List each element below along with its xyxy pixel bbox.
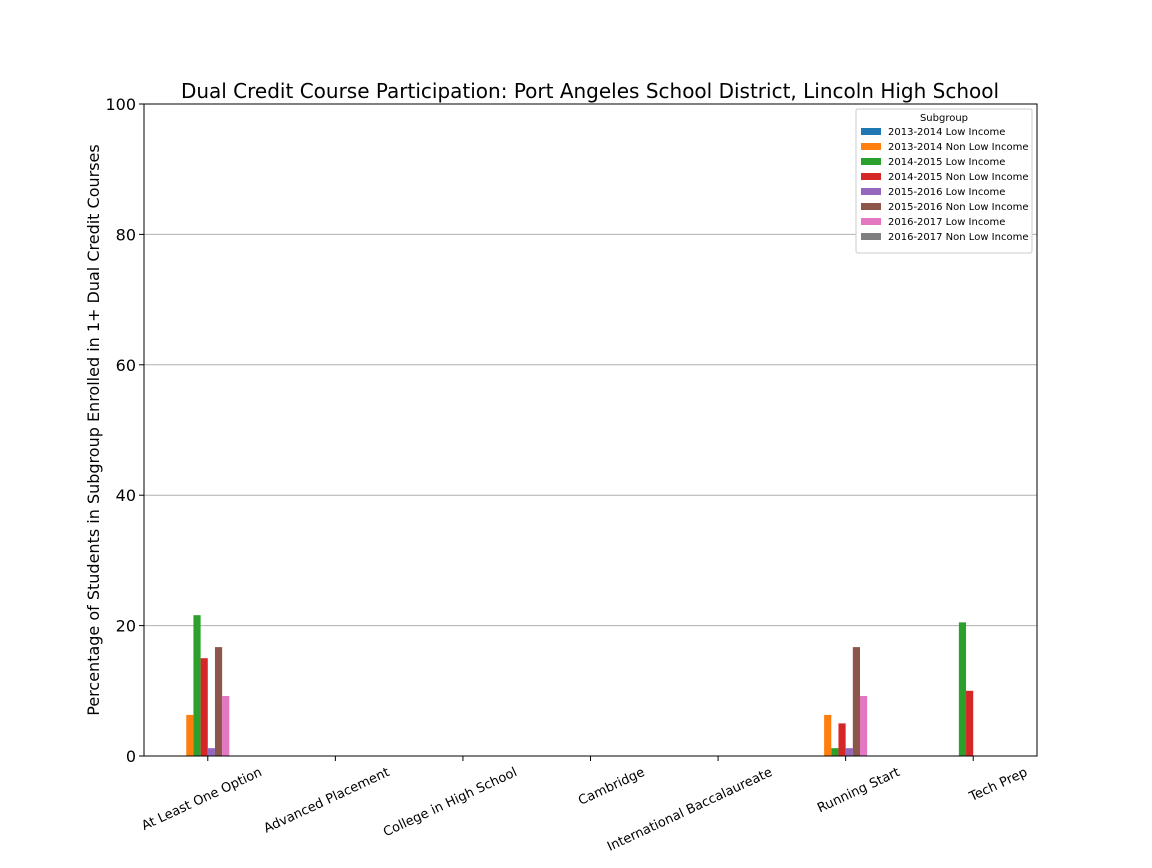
legend: Subgroup 2013-2014 Low Income 2013-2014 No…: [855, 108, 1033, 254]
gridlines: [144, 233, 1037, 627]
legend-label: 2013-2014 Non Low Income: [888, 142, 1028, 153]
bar: [193, 615, 201, 756]
legend-frame: [855, 108, 1033, 254]
x-tick-label: Tech Prep: [966, 765, 1030, 805]
x-tick-label: Running Start: [815, 765, 902, 816]
y-tick-label: 0: [126, 747, 136, 766]
legend-swatch: [861, 143, 881, 150]
bar: [824, 714, 832, 756]
chart-title: Dual Credit Course Participation: Port A…: [181, 79, 999, 103]
x-tick-label: College in High School: [381, 765, 519, 840]
bar: [958, 622, 967, 756]
bar: [222, 696, 230, 756]
legend-label: 2016-2017 Non Low Income: [888, 232, 1028, 243]
legend-swatch: [861, 188, 881, 195]
bar: [214, 647, 223, 756]
y-tick-label: 80: [116, 225, 136, 244]
legend-label: 2014-2015 Non Low Income: [888, 172, 1028, 183]
bars: [186, 615, 974, 756]
legend-title: Subgroup: [920, 113, 968, 124]
legend-label: 2015-2016 Non Low Income: [888, 202, 1028, 213]
bar: [845, 748, 853, 756]
bar: [966, 690, 974, 756]
y-tick-label: 100: [105, 95, 136, 114]
legend-swatch: [861, 218, 881, 225]
bar: [838, 723, 846, 756]
legend-label: 2016-2017 Low Income: [888, 217, 1005, 228]
bar: [831, 748, 839, 756]
legend-swatch: [861, 158, 881, 165]
legend-label: 2013-2014 Low Income: [888, 127, 1005, 138]
bar: [859, 696, 868, 756]
y-tick-label: 20: [116, 617, 136, 636]
legend-swatch: [861, 203, 881, 210]
y-tick-label: 40: [116, 486, 136, 505]
legend-swatch: [861, 233, 881, 240]
bar: [207, 748, 215, 756]
x-tick-label: At Least One Option: [140, 765, 265, 834]
y-tick-label: 60: [116, 356, 136, 375]
y-axis-label: Percentage of Students in Subgroup Enrol…: [84, 144, 103, 715]
legend-swatch: [861, 173, 881, 180]
x-tick-label: Cambridge: [576, 765, 647, 809]
bar: [186, 714, 194, 756]
bar: [200, 658, 208, 756]
bar: [852, 647, 860, 756]
legend-swatch: [861, 128, 881, 135]
x-tick-label: Advanced Placement: [262, 765, 392, 836]
y-axis: 0 20 40 60 80 100: [105, 95, 144, 766]
legend-label: 2015-2016 Low Income: [888, 187, 1005, 198]
legend-label: 2014-2015 Low Income: [888, 157, 1005, 168]
